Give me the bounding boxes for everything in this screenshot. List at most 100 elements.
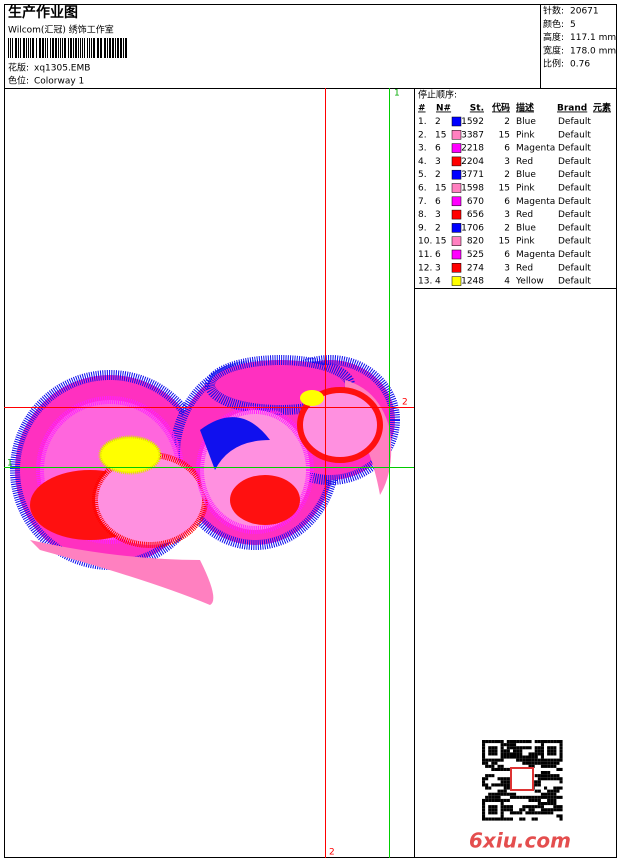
qr-module [550, 798, 554, 802]
qr-module [547, 808, 551, 812]
qr-module [522, 805, 526, 809]
qr-module [528, 761, 532, 765]
qr-module [556, 805, 560, 809]
qr-module [494, 808, 498, 812]
qr-module [494, 811, 498, 815]
qr-module [519, 817, 523, 821]
qr-module [482, 777, 486, 781]
qr-module [494, 767, 498, 771]
cell: Magenta [516, 250, 555, 260]
qr-module [553, 764, 557, 768]
qr-module [482, 811, 486, 815]
qr-module [500, 814, 504, 818]
bar [15, 38, 17, 58]
qr-module [516, 795, 520, 799]
qr-module [506, 777, 510, 781]
qr-module [556, 814, 560, 818]
qr-module [491, 767, 495, 771]
bar [104, 38, 106, 58]
qr-module [519, 755, 523, 759]
cell: Default [558, 184, 591, 194]
qr-module [485, 761, 489, 765]
qr-module [500, 767, 504, 771]
cell: 15 [435, 237, 446, 247]
qr-module [503, 780, 507, 784]
qr-module [534, 749, 538, 753]
table-title: 停止顺序: [418, 89, 457, 101]
bar [45, 38, 46, 58]
cell: 6 [435, 197, 441, 207]
qr-module [488, 805, 492, 809]
qr-module [559, 752, 563, 756]
qr-module [485, 783, 489, 787]
qr-module [534, 805, 538, 809]
cell: 3 [435, 157, 441, 167]
qr-module [550, 746, 554, 750]
qr-module [513, 749, 517, 753]
qr-module [547, 761, 551, 765]
qr-module [491, 752, 495, 756]
column-header: # [418, 104, 426, 114]
qr-module [553, 774, 557, 778]
qr-module [540, 743, 544, 747]
cell: 4. [418, 157, 427, 167]
cell: 3 [504, 157, 510, 167]
bar [50, 38, 51, 58]
color-swatch [451, 236, 462, 246]
qr-module [534, 789, 538, 793]
qr-module [485, 764, 489, 768]
qr-module [488, 786, 492, 790]
qr-module [519, 808, 523, 812]
qr-module [509, 805, 513, 809]
qr-module [534, 817, 538, 821]
color-swatch [451, 249, 462, 260]
color-swatch [451, 223, 462, 233]
title: 生产作业图 [8, 4, 78, 21]
cell: 12. [418, 263, 432, 273]
qr-module [522, 755, 526, 759]
qr-module [540, 740, 544, 744]
qr-module [519, 795, 523, 799]
qr-module [556, 786, 560, 790]
qr-module [503, 789, 507, 793]
color-swatch [451, 116, 462, 127]
qr-module [537, 789, 541, 793]
qr-module [528, 740, 532, 744]
qr-module [547, 777, 551, 781]
qr-module [491, 811, 495, 815]
qr-module [485, 798, 489, 802]
qr-module [537, 780, 541, 784]
qr-module [513, 795, 517, 799]
qr-module [547, 752, 551, 756]
qr-module [482, 817, 486, 821]
qr-module [556, 767, 560, 771]
qr-module [534, 746, 538, 750]
qr-module [547, 740, 551, 744]
qr-module [519, 749, 523, 753]
color-swatch [451, 209, 462, 220]
qr-module [553, 795, 557, 799]
cell: 2 [504, 117, 510, 127]
qr-module [503, 808, 507, 812]
column-header: 元素 [593, 102, 611, 114]
qr-module [553, 758, 557, 762]
cell: Default [558, 237, 591, 247]
qr-module [544, 808, 548, 812]
qr-module [547, 789, 551, 793]
color-swatch [451, 183, 462, 193]
qr-module [494, 783, 498, 787]
qr-module [491, 795, 495, 799]
column-header: 代码 [491, 102, 510, 114]
qr-module [503, 817, 507, 821]
qr-module [500, 792, 504, 796]
qr-module [503, 783, 507, 787]
qr-module [531, 808, 535, 812]
qr-module [494, 746, 498, 750]
qr-module [525, 740, 529, 744]
cell: Magenta [516, 144, 555, 154]
colorway-label: 色位: [8, 75, 29, 87]
bar [89, 38, 90, 58]
bar [10, 38, 11, 58]
qr-module [553, 746, 557, 750]
qr-module [491, 764, 495, 768]
